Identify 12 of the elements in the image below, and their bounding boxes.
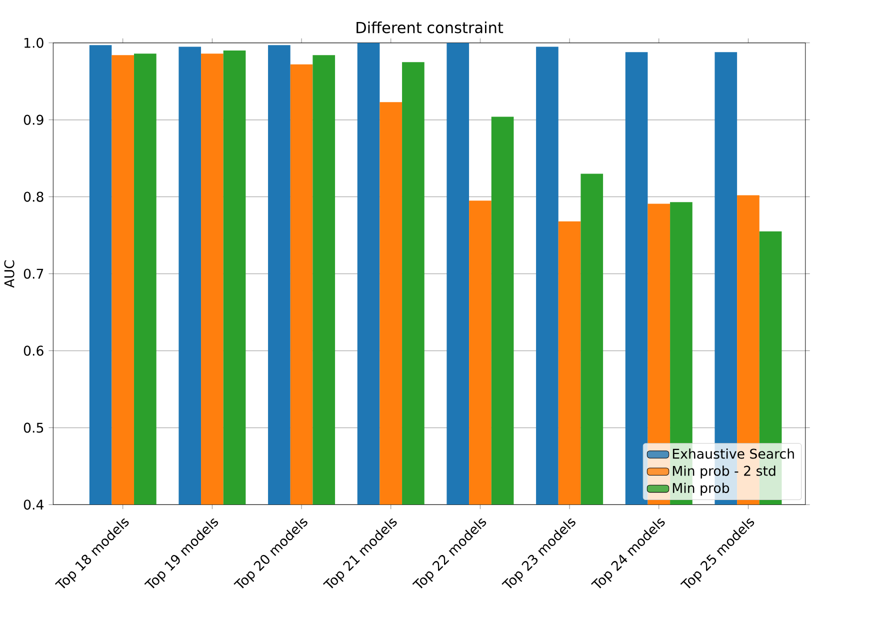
- legend-label: Min prob: [672, 482, 730, 496]
- legend-label: Min prob - 2 std: [672, 466, 776, 479]
- legend-label: Exhaustive Search: [672, 448, 794, 459]
- y-tick-label: 0.8: [24, 192, 44, 202]
- y-tick-label: 0.5: [24, 422, 44, 433]
- chart-title: Different constraint: [356, 22, 504, 34]
- y-tick-label: 0.4: [24, 500, 44, 510]
- y-tick-label: 0.7: [24, 268, 44, 280]
- y-axis-title: AUC: [4, 260, 14, 288]
- y-tick-label: 0.6: [24, 346, 44, 356]
- y-tick-label: 1.0: [24, 38, 44, 48]
- y-tick-label: 0.9: [24, 114, 44, 126]
